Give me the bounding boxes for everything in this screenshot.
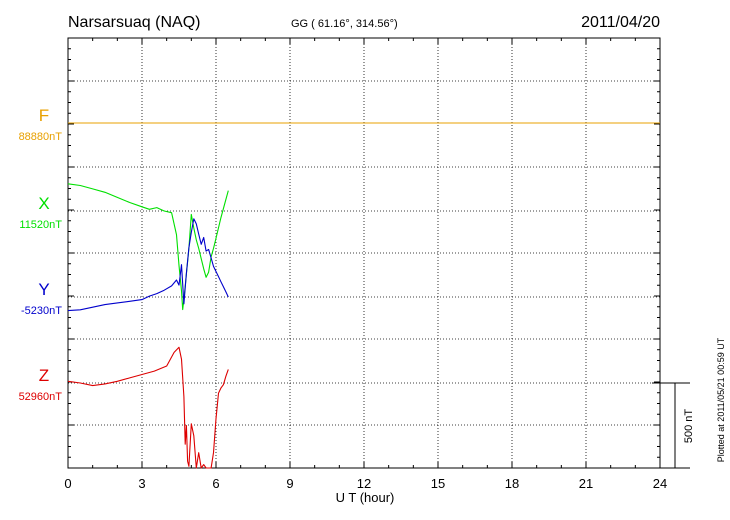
plotted-timestamp: Plotted at 2011/05/21 00:59 UT [716, 337, 726, 462]
plot-frame [67, 37, 661, 469]
x-tick-label: 9 [286, 476, 293, 491]
x-tick-label: 21 [579, 476, 593, 491]
series-lines [67, 122, 660, 469]
date-label: 2011/04/20 [581, 14, 660, 31]
x-tick-label: 12 [357, 476, 371, 491]
series-baseline-label: 52960nT [19, 391, 63, 403]
x-tick-label: 15 [431, 476, 445, 491]
series-name-label: X [38, 194, 49, 213]
x-axis-label: U T (hour) [336, 490, 395, 505]
scale-bar: 500 nT [652, 382, 695, 469]
series-line-x [67, 183, 229, 311]
scale-bar-label: 500 nT [683, 409, 695, 444]
series-baseline-label: -5230nT [21, 305, 62, 317]
axis-ticks [67, 38, 661, 468]
series-labels: F 88880nT X 11520nT Y -5230nT Z 52960nT [19, 106, 63, 403]
x-tick-label: 0 [64, 476, 71, 491]
series-name-label: Y [38, 280, 49, 299]
series-baseline-label: 11520nT [19, 219, 62, 231]
x-tick-label: 18 [505, 476, 519, 491]
series-name-label: F [39, 106, 49, 125]
x-tick-label: 3 [138, 476, 145, 491]
grid-lines [68, 38, 660, 468]
coords-label: GG ( 61.16°, 314.56°) [291, 18, 398, 30]
series-name-label: Z [39, 366, 49, 385]
x-tick-label: 6 [212, 476, 219, 491]
x-tick-label: 24 [653, 476, 667, 491]
x-tick-labels: 0 3 6 9 12 15 18 21 24 [64, 476, 667, 491]
series-line-y [67, 218, 229, 312]
series-line-z [67, 346, 229, 469]
station-title: Narsarsuaq (NAQ) [68, 14, 200, 31]
series-baseline-label: 88880nT [19, 131, 63, 143]
